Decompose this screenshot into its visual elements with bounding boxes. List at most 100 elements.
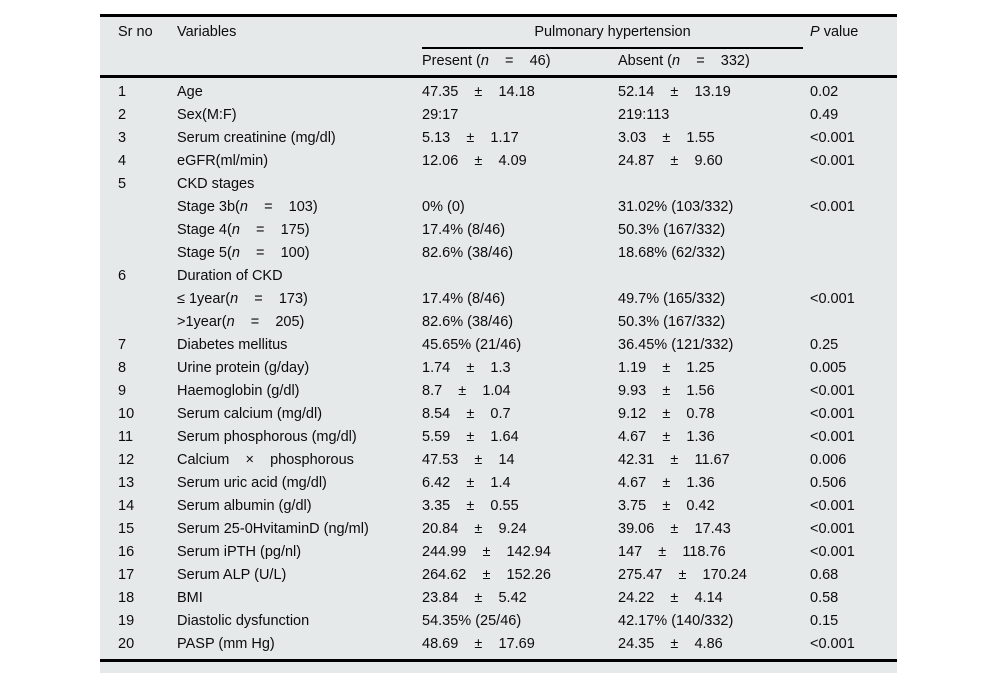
present-value-cell: 82.6% (38/46) (422, 245, 514, 261)
variable-cell: Sex(M:F) (177, 107, 237, 123)
sr-no-cell: 18 (118, 590, 135, 606)
variable-cell: >1year(n = 205) (177, 314, 305, 330)
sr-no-cell: 8 (118, 360, 127, 376)
present-value-cell: 48.69 ± 17.69 (422, 636, 535, 652)
present-value-cell: 20.84 ± 9.24 (422, 521, 527, 537)
present-value-cell: 17.4% (8/46) (422, 222, 506, 238)
present-value-cell: 29:17 (422, 107, 459, 123)
table-header-row-1: Sr no Variables Pulmonary hypertension P… (100, 17, 897, 49)
table-body: 1 Age 47.35 ± 14.18 52.14 ± 13.19 0.02 2… (100, 78, 897, 656)
table-row: 15 Serum 25-0HvitaminD (ng/ml) 20.84 ± 9… (100, 518, 897, 541)
absent-value-cell: 147 ± 118.76 (618, 544, 726, 560)
sr-no-cell: 12 (118, 452, 135, 468)
p-value-cell: 0.49 (810, 107, 839, 123)
table-row: 4 eGFR(ml/min) 12.06 ± 4.09 24.87 ± 9.60… (100, 150, 897, 173)
variable-cell: Diabetes mellitus (177, 337, 288, 353)
p-value-cell: <0.001 (810, 544, 855, 560)
variable-cell: Serum 25-0HvitaminD (ng/ml) (177, 521, 369, 537)
p-value-cell: <0.001 (810, 429, 855, 445)
sr-no-cell (118, 196, 177, 219)
present-value-cell (422, 173, 618, 196)
absent-value-cell: 275.47 ± 170.24 (618, 567, 747, 583)
table-row: 20 PASP (mm Hg) 48.69 ± 17.69 24.35 ± 4.… (100, 633, 897, 656)
table-row: 18 BMI 23.84 ± 5.42 24.22 ± 4.14 0.58 (100, 587, 897, 610)
sr-no-cell: 19 (118, 613, 135, 629)
present-value-cell: 17.4% (8/46) (422, 291, 506, 307)
table-row: 14 Serum albumin (g/dl) 3.35 ± 0.55 3.75… (100, 495, 897, 518)
table-row: 8 Urine protein (g/day) 1.74 ± 1.3 1.19 … (100, 357, 897, 380)
absent-value-cell: 31.02% (103/332) (618, 199, 734, 215)
present-value-cell: 0% (0) (422, 199, 465, 215)
table-row: 9 Haemoglobin (g/dl) 8.7 ± 1.04 9.93 ± 1… (100, 380, 897, 403)
table-row: Stage 5(n = 100) 82.6% (38/46) 18.68% (6… (100, 242, 897, 265)
variable-cell: Stage 5(n = 100) (177, 245, 310, 261)
table-row: 5 CKD stages (100, 173, 897, 196)
sr-no-cell: 4 (118, 153, 127, 169)
sr-no-cell: 13 (118, 475, 135, 491)
sr-no-cell: 10 (118, 406, 135, 422)
absent-value-cell: 4.67 ± 1.36 (618, 475, 715, 491)
p-value-cell: <0.001 (810, 636, 855, 652)
variable-cell: PASP (mm Hg) (177, 636, 275, 652)
sr-no-cell: 5 (118, 176, 127, 192)
absent-value-cell: 4.67 ± 1.36 (618, 429, 715, 445)
table-row: 7 Diabetes mellitus 45.65% (21/46) 36.45… (100, 334, 897, 357)
table-header: Sr no Variables Pulmonary hypertension P… (100, 17, 897, 78)
table-row: >1year(n = 205) 82.6% (38/46) 50.3% (167… (100, 311, 897, 334)
p-value-cell (810, 265, 897, 288)
present-value-cell: 264.62 ± 152.26 (422, 567, 551, 583)
variable-cell: Serum phosphorous (mg/dl) (177, 429, 357, 445)
p-value-cell: <0.001 (810, 130, 855, 146)
absent-value-cell: 50.3% (167/332) (618, 222, 726, 238)
header-present: Present (n = 46) (422, 53, 551, 69)
table-row: 19 Diastolic dysfunction 54.35% (25/46) … (100, 610, 897, 633)
absent-value-cell: 219:113 (618, 107, 670, 123)
table-row: 6 Duration of CKD (100, 265, 897, 288)
table-bottom-rule (100, 659, 897, 662)
absent-value-cell: 1.19 ± 1.25 (618, 360, 715, 376)
absent-value-cell: 3.03 ± 1.55 (618, 130, 715, 146)
p-value-cell: 0.58 (810, 590, 839, 606)
absent-value-cell: 39.06 ± 17.43 (618, 521, 731, 537)
sr-no-cell (118, 219, 177, 242)
present-value-cell: 244.99 ± 142.94 (422, 544, 551, 560)
table-row: 12 Calcium × phosphorous 47.53 ± 14 42.3… (100, 449, 897, 472)
variable-cell: Serum albumin (g/dl) (177, 498, 312, 514)
sr-no-cell: 1 (118, 84, 127, 100)
absent-value-cell: 52.14 ± 13.19 (618, 84, 731, 100)
p-value-cell: 0.15 (810, 613, 839, 629)
sr-no-cell (118, 242, 177, 265)
table-row: 16 Serum iPTH (pg/nl) 244.99 ± 142.94 14… (100, 541, 897, 564)
present-value-cell: 3.35 ± 0.55 (422, 498, 519, 514)
sr-no-cell: 16 (118, 544, 135, 560)
variable-cell: Serum ALP (U/L) (177, 567, 287, 583)
present-value-cell: 12.06 ± 4.09 (422, 153, 527, 169)
p-value-cell: 0.506 (810, 475, 847, 491)
variable-cell: Stage 4(n = 175) (177, 222, 310, 238)
table-row: 10 Serum calcium (mg/dl) 8.54 ± 0.7 9.12… (100, 403, 897, 426)
p-value-cell: 0.02 (810, 84, 839, 100)
present-value-cell: 82.6% (38/46) (422, 314, 514, 330)
table-row: 3 Serum creatinine (mg/dl) 5.13 ± 1.17 3… (100, 127, 897, 150)
present-value-cell: 54.35% (25/46) (422, 613, 522, 629)
absent-value-cell: 9.93 ± 1.56 (618, 383, 715, 399)
p-value-cell: 0.25 (810, 337, 839, 353)
table-header-row-2: Present (n = 46) Absent (n = 332) (100, 47, 897, 75)
variable-cell: Calcium × phosphorous (177, 452, 354, 468)
header-sr-no: Sr no (118, 24, 153, 40)
absent-value-cell (618, 173, 810, 196)
p-value-cell: 0.006 (810, 452, 847, 468)
sr-no-cell: 15 (118, 521, 135, 537)
variable-cell: Stage 3b(n = 103) (177, 199, 318, 215)
absent-value-cell: 36.45% (121/332) (618, 337, 734, 353)
absent-value-cell: 9.12 ± 0.78 (618, 406, 715, 422)
sr-no-cell: 11 (118, 429, 134, 445)
variable-cell: CKD stages (177, 176, 255, 192)
variable-cell: Haemoglobin (g/dl) (177, 383, 300, 399)
present-value-cell: 5.13 ± 1.17 (422, 130, 519, 146)
absent-value-cell: 24.35 ± 4.86 (618, 636, 723, 652)
table-row: 17 Serum ALP (U/L) 264.62 ± 152.26 275.4… (100, 564, 897, 587)
sr-no-cell: 3 (118, 130, 127, 146)
p-value-cell: <0.001 (810, 406, 855, 422)
table-row: 13 Serum uric acid (mg/dl) 6.42 ± 1.4 4.… (100, 472, 897, 495)
